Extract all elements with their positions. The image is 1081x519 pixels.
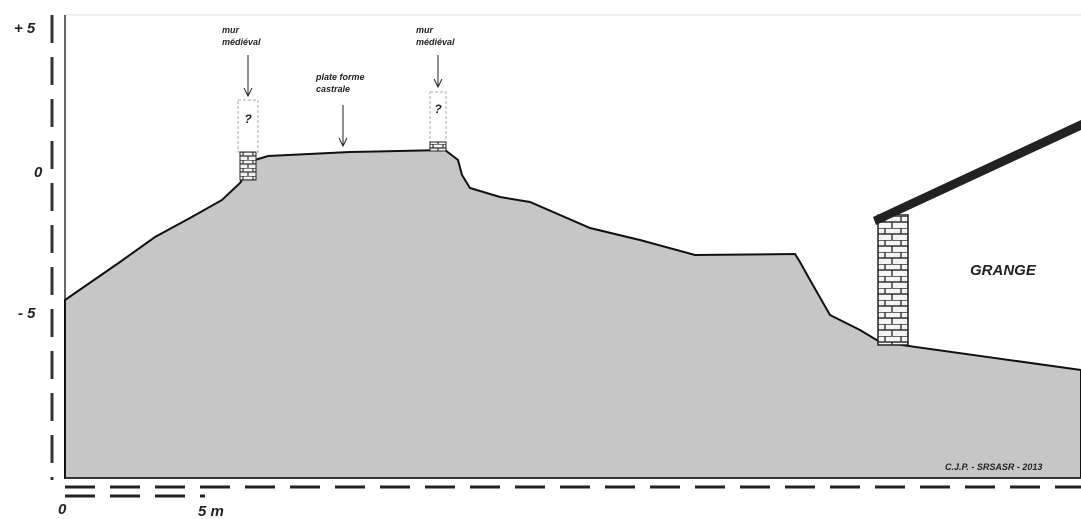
scale-label: 0 <box>58 501 67 518</box>
level-label: 0 <box>34 164 43 181</box>
credit: C.J.P. - SRSASR - 2013 <box>945 462 1042 472</box>
hypothetical-wall <box>429 91 447 143</box>
hypothetical-wall <box>237 99 259 153</box>
medieval-wall <box>429 141 447 152</box>
barn-roof <box>873 120 1081 225</box>
barn-wall <box>877 214 909 346</box>
annotation: mur <box>222 25 240 35</box>
annotation: mur <box>416 25 434 35</box>
level-label: + 5 <box>14 20 36 37</box>
arrow-head <box>433 78 443 89</box>
unknown-mark: ? <box>434 102 442 116</box>
arrow-head <box>338 137 348 148</box>
annotation: castrale <box>316 84 350 94</box>
annotation: plate forme <box>315 72 365 82</box>
annotation: médiéval <box>416 37 455 47</box>
unknown-mark: ? <box>244 112 252 126</box>
arrow-head <box>243 87 253 98</box>
terrain-profile <box>64 148 1081 479</box>
level-label: - 5 <box>18 305 36 322</box>
annotation: médiéval <box>222 37 261 47</box>
scale-label: 5 m <box>198 503 224 519</box>
building-label: GRANGE <box>970 262 1037 279</box>
medieval-wall <box>239 151 257 181</box>
